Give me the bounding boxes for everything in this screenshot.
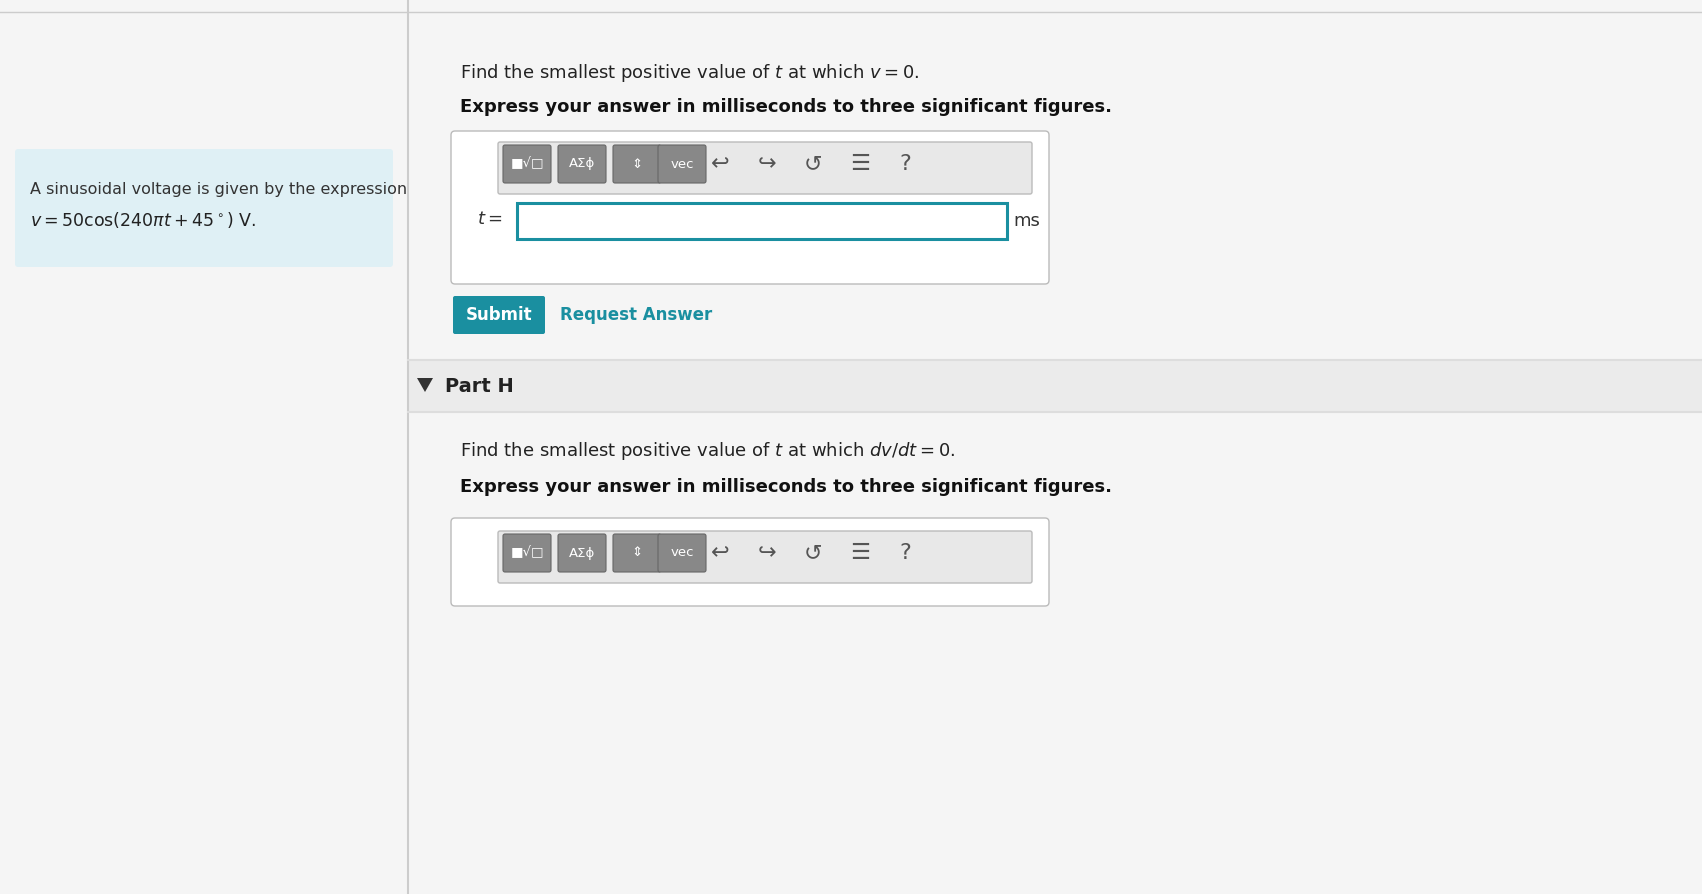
Text: Request Answer: Request Answer	[560, 306, 711, 324]
Text: ↩: ↩	[711, 543, 730, 563]
Text: ⇕: ⇕	[631, 157, 643, 171]
Bar	[408, 360, 1702, 412]
Text: ☰: ☰	[849, 543, 870, 563]
Text: ms: ms	[1014, 212, 1040, 230]
FancyBboxPatch shape	[499, 142, 1031, 194]
Text: vec: vec	[671, 157, 694, 171]
Text: ↪: ↪	[757, 154, 776, 174]
FancyBboxPatch shape	[451, 518, 1048, 606]
Text: ☰: ☰	[849, 154, 870, 174]
Text: Express your answer in milliseconds to three significant figures.: Express your answer in milliseconds to t…	[460, 478, 1111, 496]
Text: ■√□: ■√□	[511, 157, 543, 171]
Text: Part H: Part H	[444, 376, 514, 395]
FancyBboxPatch shape	[504, 145, 551, 183]
Text: ⇕: ⇕	[631, 546, 643, 560]
FancyBboxPatch shape	[15, 149, 393, 267]
FancyBboxPatch shape	[451, 131, 1048, 284]
Text: A sinusoidal voltage is given by the expression: A sinusoidal voltage is given by the exp…	[31, 182, 407, 197]
FancyBboxPatch shape	[504, 534, 551, 572]
Text: ■√□: ■√□	[511, 546, 543, 560]
Text: $t =$: $t =$	[477, 210, 502, 228]
FancyBboxPatch shape	[613, 145, 660, 183]
Text: ?: ?	[899, 154, 911, 174]
Text: ?: ?	[899, 543, 911, 563]
Text: ↺: ↺	[803, 543, 822, 563]
Text: ↺: ↺	[803, 154, 822, 174]
Text: AΣϕ: AΣϕ	[568, 157, 596, 171]
Text: Find the smallest positive value of $t$ at which $v = 0$.: Find the smallest positive value of $t$ …	[460, 62, 919, 84]
Text: Find the smallest positive value of $t$ at which $dv/dt = 0$.: Find the smallest positive value of $t$ …	[460, 440, 955, 462]
FancyBboxPatch shape	[613, 534, 660, 572]
Text: Express your answer in milliseconds to three significant figures.: Express your answer in milliseconds to t…	[460, 98, 1111, 116]
FancyBboxPatch shape	[659, 145, 706, 183]
FancyBboxPatch shape	[499, 531, 1031, 583]
FancyBboxPatch shape	[558, 145, 606, 183]
Text: ↩: ↩	[711, 154, 730, 174]
FancyBboxPatch shape	[558, 534, 606, 572]
Text: vec: vec	[671, 546, 694, 560]
Text: AΣϕ: AΣϕ	[568, 546, 596, 560]
FancyBboxPatch shape	[453, 296, 545, 334]
Text: ↪: ↪	[757, 543, 776, 563]
FancyBboxPatch shape	[517, 203, 1008, 239]
FancyBboxPatch shape	[659, 534, 706, 572]
Text: Submit: Submit	[466, 306, 533, 324]
Text: $v = 50\cos(240\pi t + 45^\circ)$ V.: $v = 50\cos(240\pi t + 45^\circ)$ V.	[31, 210, 257, 230]
Polygon shape	[417, 378, 432, 392]
